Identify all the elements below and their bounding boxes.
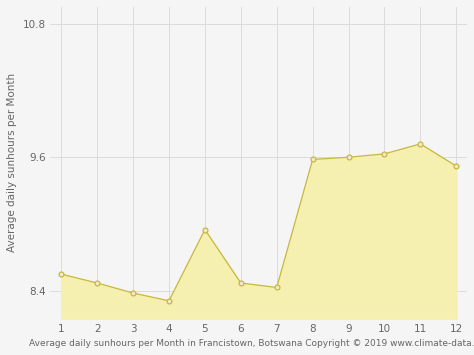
Y-axis label: Average daily sunhours per Month: Average daily sunhours per Month: [7, 73, 17, 252]
X-axis label: Average daily sunhours per Month in Francistown, Botswana Copyright © 2019 www.c: Average daily sunhours per Month in Fran…: [28, 339, 474, 348]
